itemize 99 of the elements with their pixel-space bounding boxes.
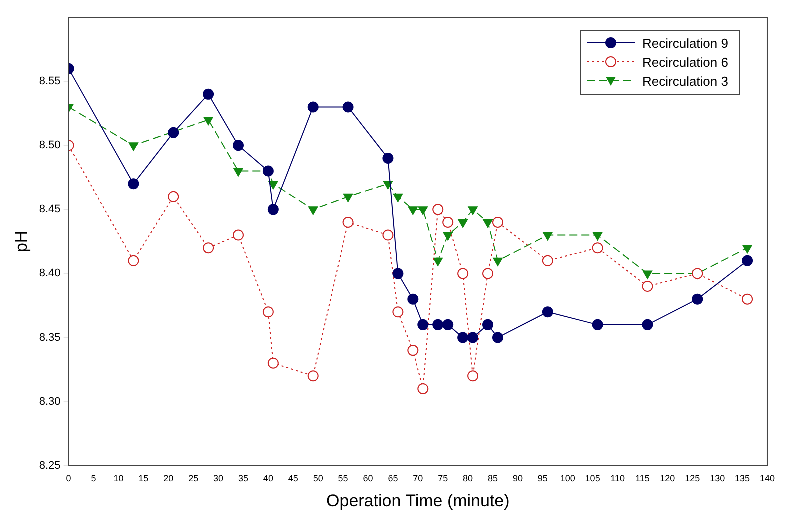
- point: [268, 181, 278, 190]
- point: [308, 206, 318, 216]
- y-tick-label: 8.25: [39, 460, 61, 472]
- x-tick-label: 0: [66, 474, 72, 484]
- point: [483, 219, 493, 228]
- point: [468, 206, 478, 216]
- point: [642, 270, 653, 280]
- point: [234, 168, 244, 177]
- x-tick-label: 60: [363, 474, 374, 484]
- point: [128, 142, 139, 152]
- legend-label: Recirculation 6: [642, 54, 728, 70]
- point: [262, 306, 274, 318]
- point: [392, 268, 404, 280]
- point: [482, 268, 494, 280]
- x-tick-label: 40: [263, 474, 274, 484]
- point: [492, 332, 504, 344]
- x-tick-label: 10: [114, 474, 124, 484]
- x-tick-label: 20: [164, 474, 174, 484]
- y-tick-label: 8.30: [39, 396, 61, 408]
- x-tick-label: 110: [610, 474, 625, 484]
- x-tick-label: 135: [735, 474, 750, 484]
- point: [482, 319, 494, 330]
- point: [383, 181, 394, 190]
- point: [418, 206, 428, 216]
- point: [493, 258, 503, 266]
- point: [418, 319, 429, 330]
- point: [262, 166, 274, 177]
- point: [442, 319, 454, 330]
- point: [268, 204, 279, 216]
- point: [443, 232, 453, 241]
- point: [308, 102, 319, 113]
- point: [468, 332, 479, 344]
- point: [433, 258, 443, 266]
- x-tick-label: 115: [636, 474, 650, 484]
- point: [692, 268, 704, 280]
- point: [432, 319, 444, 330]
- x-tick-label: 120: [660, 474, 676, 484]
- y-tick-label: 8.35: [39, 332, 61, 344]
- point: [382, 152, 394, 164]
- x-tick-label: 130: [710, 474, 726, 484]
- x-tick-label: 80: [463, 474, 474, 484]
- x-tick-label: 100: [560, 474, 576, 484]
- y-tick-label: 8.40: [39, 268, 61, 280]
- x-tick-label: 50: [313, 474, 324, 484]
- y-axis-title: pH: [12, 230, 31, 253]
- point: [543, 232, 553, 241]
- x-tick-label: 25: [188, 474, 199, 484]
- point: [128, 178, 140, 190]
- point: [458, 332, 469, 344]
- legend-label: Recirculation 3: [642, 74, 728, 89]
- point: [408, 206, 418, 216]
- point: [203, 242, 214, 254]
- x-tick-label: 30: [214, 474, 224, 484]
- x-tick-label: 85: [488, 474, 498, 484]
- point: [343, 194, 354, 202]
- point: [342, 102, 354, 113]
- y-tick-label: 8.55: [39, 76, 61, 88]
- point: [232, 140, 244, 152]
- point: [692, 294, 704, 305]
- point: [204, 117, 214, 126]
- x-tick-label: 125: [685, 474, 700, 484]
- point: [742, 255, 754, 266]
- point: [442, 216, 454, 228]
- x-tick-label: 55: [338, 474, 348, 484]
- point: [382, 230, 394, 241]
- x-tick-label: 5: [91, 474, 96, 484]
- point: [642, 319, 654, 330]
- point: [458, 219, 468, 228]
- x-tick-label: 15: [138, 474, 149, 484]
- point: [468, 370, 479, 382]
- x-tick-label: 95: [538, 474, 548, 484]
- point: [128, 255, 140, 266]
- point: [542, 306, 554, 318]
- point: [592, 242, 604, 254]
- point: [492, 216, 504, 228]
- point: [168, 191, 180, 202]
- point: [168, 127, 180, 138]
- point: [392, 306, 404, 318]
- y-tick-label: 8.45: [39, 204, 61, 216]
- point: [592, 319, 604, 330]
- point: [592, 232, 603, 241]
- legend-label: Recirculation 9: [642, 36, 728, 51]
- y-tick-label: 8.50: [39, 140, 61, 152]
- x-tick-label: 35: [238, 474, 248, 484]
- x-tick-label: 70: [413, 474, 424, 484]
- x-tick-label: 45: [288, 474, 298, 484]
- point: [232, 230, 244, 241]
- point: [203, 88, 214, 100]
- x-tick-label: 140: [760, 474, 776, 484]
- x-tick-label: 75: [438, 474, 448, 484]
- point: [542, 255, 554, 266]
- x-tick-label: 90: [512, 474, 523, 484]
- point: [393, 194, 404, 202]
- point: [742, 245, 752, 254]
- point: [408, 294, 419, 305]
- point: [308, 370, 319, 382]
- x-axis-title: Operation Time (minute): [326, 491, 510, 510]
- x-tick-label: 65: [388, 474, 398, 484]
- x-tick-label: 105: [585, 474, 600, 484]
